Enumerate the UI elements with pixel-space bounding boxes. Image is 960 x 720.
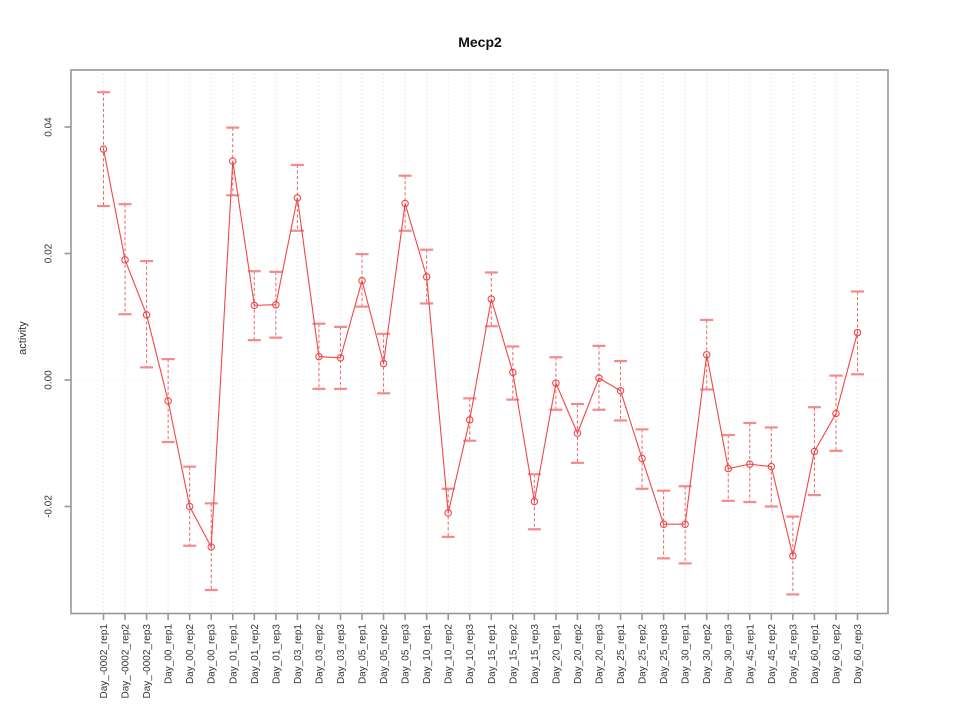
x-tick-label: Day_00_rep1 — [164, 624, 175, 684]
x-tick-label: Day_30_rep2 — [702, 624, 713, 684]
chart-title: Mecp2 — [458, 34, 502, 50]
data-point — [530, 497, 539, 506]
series-line — [102, 149, 859, 556]
y-axis-label: activity — [17, 321, 29, 355]
x-tick-label: Day_03_rep2 — [314, 624, 325, 684]
x-tick-label: Day_45_rep2 — [767, 624, 778, 684]
x-tick-label: Day_05_rep3 — [401, 624, 412, 684]
data-point — [552, 379, 560, 387]
x-tick-label: Day_15_rep2 — [508, 624, 519, 684]
x-tick-label: Day_30_rep1 — [681, 624, 692, 684]
x-tick-label: Day_00_rep3 — [207, 624, 218, 684]
plot-area: -0.02 0.00 0.02 0.04 Day_-0002_rep1 Day_-0002… — [44, 69, 889, 699]
x-tick-label: Day_05_rep2 — [379, 624, 390, 684]
x-tick-label: Day_01_rep3 — [271, 624, 282, 684]
data-point — [207, 543, 215, 551]
data-point — [487, 295, 496, 303]
x-tick-label: Day_01_rep1 — [228, 624, 239, 684]
x-tick-label: Day_-0002_rep2 — [121, 624, 132, 699]
x-tick-label: Day_25_rep3 — [659, 624, 670, 684]
y-tick-label: -0.02 — [44, 495, 55, 518]
x-tick-label: Day_10_rep2 — [444, 624, 455, 684]
data-point — [401, 199, 409, 208]
x-tick-label: Day_-0002_rep3 — [142, 624, 153, 699]
data-point — [465, 416, 474, 424]
x-tick-label: Day_45_rep1 — [745, 624, 756, 684]
data-point — [638, 454, 646, 463]
data-point — [272, 300, 280, 309]
data-point — [616, 387, 625, 395]
data-point — [315, 352, 323, 361]
x-tick-label: Day_03_rep1 — [293, 624, 304, 684]
x-tick-label: Day_20_rep2 — [573, 624, 584, 684]
data-point — [573, 429, 582, 437]
plot-frame — [70, 69, 889, 615]
data-point — [509, 368, 517, 377]
data-point — [121, 256, 129, 264]
data-point — [293, 194, 302, 202]
x-tick-label: Day_10_rep3 — [465, 624, 476, 684]
x-tick-label: Day_10_rep1 — [422, 624, 433, 684]
x-tick-label: Day_15_rep1 — [487, 624, 498, 684]
data-point — [142, 311, 151, 319]
data-point — [229, 157, 237, 165]
data-point — [358, 276, 366, 285]
x-tick-label: Day_00_rep2 — [185, 624, 196, 684]
data-point — [595, 374, 603, 382]
data-point — [250, 301, 259, 310]
x-tick-label: Day_03_rep3 — [336, 624, 347, 684]
x-tick-label: Day_25_rep2 — [638, 624, 649, 684]
x-tick-label: Day_45_rep3 — [788, 624, 799, 684]
x-tick-label: Day_30_rep3 — [724, 624, 735, 684]
data-point — [746, 460, 754, 468]
data-point — [767, 462, 776, 471]
data-point — [789, 552, 797, 560]
data-point — [185, 502, 194, 511]
data-point — [810, 447, 819, 456]
data-point — [659, 520, 668, 528]
x-tick-label: Day_01_rep2 — [250, 624, 261, 684]
data-point — [379, 359, 388, 368]
x-tick-label: Day_60_rep1 — [810, 624, 821, 684]
y-tick-label: 0.04 — [44, 117, 55, 137]
data-point — [724, 464, 732, 473]
x-tick-label: Day_20_rep3 — [594, 624, 605, 684]
x-tick-label: Day_60_rep2 — [831, 624, 842, 684]
x-tick-label: Day_25_rep1 — [616, 624, 627, 684]
x-tick-label: Day_05_rep1 — [358, 624, 369, 684]
data-point — [853, 328, 862, 337]
data-point — [702, 350, 711, 359]
x-tick-label: Day_20_rep1 — [551, 624, 562, 684]
data-point — [422, 273, 431, 281]
data-point — [336, 354, 345, 362]
data-point — [681, 520, 689, 528]
data-point — [164, 397, 172, 405]
x-tick-label: Day_15_rep3 — [530, 624, 541, 684]
data-point — [832, 409, 840, 418]
y-tick-label: 0.02 — [44, 243, 55, 263]
x-tick-label: Day_60_rep3 — [853, 624, 864, 684]
data-point — [444, 509, 452, 517]
x-tick-label: Day_-0002_rep1 — [99, 624, 110, 699]
y-tick-label: 0.00 — [44, 370, 55, 390]
data-point — [99, 145, 108, 153]
